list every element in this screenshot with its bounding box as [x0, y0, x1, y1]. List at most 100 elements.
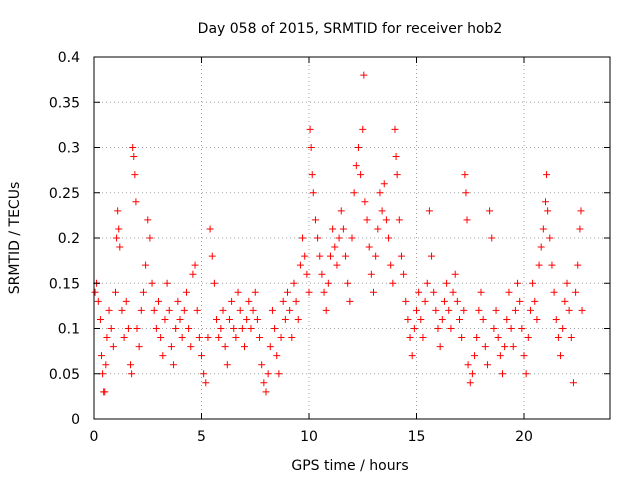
y-tick-label: 0.35 [49, 95, 80, 111]
data-point [103, 334, 111, 342]
data-point [428, 252, 436, 260]
data-point [130, 153, 138, 161]
y-tick-label: 0.2 [58, 231, 80, 247]
data-point [335, 234, 343, 242]
data-point [430, 288, 438, 296]
data-point [299, 234, 307, 242]
data-point [327, 252, 334, 260]
data-point [569, 379, 577, 387]
data-point [174, 297, 182, 305]
data-point [402, 297, 410, 305]
data-point [363, 216, 371, 224]
data-point [449, 288, 457, 296]
data-point [228, 297, 236, 305]
data-point [127, 361, 135, 369]
data-point [234, 288, 242, 296]
data-point [251, 288, 259, 296]
y-tick-label: 0.4 [58, 50, 80, 66]
data-point [370, 288, 377, 296]
y-tick-label: 0.1 [58, 322, 80, 338]
data-point [481, 343, 489, 351]
data-point [410, 325, 418, 332]
data-point [479, 315, 487, 323]
data-point [102, 361, 110, 369]
data-point [376, 189, 384, 197]
data-point [309, 189, 317, 197]
data-point [561, 297, 569, 305]
data-point [105, 306, 113, 314]
data-point [236, 306, 244, 314]
data-point [314, 234, 322, 242]
data-point [389, 279, 397, 287]
data-point [520, 352, 528, 360]
data-point [372, 252, 380, 260]
data-point [180, 306, 188, 314]
data-point [378, 207, 386, 215]
data-point [264, 370, 272, 378]
data-point [385, 234, 393, 242]
data-point [131, 171, 139, 179]
data-point [258, 361, 266, 369]
data-point [241, 343, 248, 351]
data-point [486, 207, 494, 215]
data-point [574, 261, 582, 269]
data-point [501, 343, 509, 351]
data-point [539, 225, 547, 233]
data-point [163, 279, 171, 287]
data-point [112, 288, 119, 296]
data-point [172, 325, 180, 332]
data-point [132, 198, 140, 206]
data-point [311, 216, 319, 224]
y-tick-label: 0.3 [58, 141, 80, 157]
data-point [391, 125, 399, 133]
data-point [178, 334, 186, 342]
data-point [529, 279, 537, 287]
x-tick-label: 15 [408, 429, 426, 445]
data-point [266, 343, 274, 351]
data-point [306, 125, 314, 133]
x-tick-label: 0 [90, 429, 99, 445]
data-point [559, 325, 567, 332]
data-point [567, 334, 575, 342]
data-point [572, 288, 580, 296]
data-point [458, 334, 466, 342]
ticks-layer [93, 56, 610, 420]
data-point [346, 297, 354, 305]
data-point [165, 306, 173, 314]
data-point [91, 288, 99, 296]
data-point [509, 343, 517, 351]
data-point [124, 325, 132, 332]
data-point [543, 171, 551, 179]
data-point [503, 315, 511, 323]
data-point [204, 334, 212, 342]
data-point [249, 306, 257, 314]
data-point [425, 207, 433, 215]
data-point [107, 325, 115, 332]
data-point [316, 252, 324, 260]
data-point [133, 325, 141, 332]
data-point [253, 315, 261, 323]
data-point [221, 343, 229, 351]
data-point [122, 297, 130, 305]
data-point [451, 270, 459, 278]
points-layer [91, 71, 586, 396]
data-point [288, 334, 296, 342]
data-point [421, 297, 429, 305]
data-point [576, 225, 584, 233]
data-point [417, 315, 425, 323]
data-point [348, 234, 356, 242]
data-point [101, 388, 109, 396]
data-point [423, 279, 431, 287]
data-point [367, 270, 375, 278]
data-point [243, 315, 251, 323]
data-point [492, 306, 500, 314]
data-point [496, 352, 504, 360]
data-point [198, 352, 205, 360]
data-point [374, 225, 382, 233]
data-point [577, 207, 585, 215]
data-point [215, 334, 223, 342]
data-point [98, 352, 106, 360]
data-point [187, 343, 195, 351]
data-point [357, 171, 365, 179]
data-point [271, 325, 279, 332]
